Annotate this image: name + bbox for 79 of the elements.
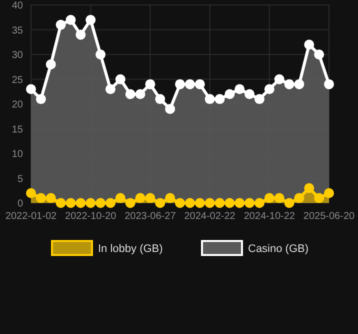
x-tick-label: 2024-10-22 (244, 211, 296, 222)
x-tick-label: 2024-02-22 (184, 211, 236, 222)
point (46, 193, 56, 204)
point (304, 40, 314, 50)
point (96, 50, 106, 60)
point (234, 84, 245, 94)
legend-label: In lobby (GB) (98, 242, 163, 255)
point (165, 193, 176, 204)
point (125, 89, 136, 100)
point (86, 14, 96, 25)
point (204, 198, 215, 208)
x-tick-label: 2022-10-20 (65, 211, 117, 222)
point (125, 198, 136, 208)
point (214, 94, 225, 104)
point (204, 94, 215, 104)
point (115, 193, 126, 204)
x-tick-label: 2022-01-02 (5, 211, 58, 222)
y-tick-label: 40 (12, 0, 24, 12)
point (264, 84, 274, 94)
point (175, 198, 185, 208)
point (324, 79, 334, 90)
point (66, 14, 76, 25)
point (26, 188, 36, 198)
y-tick-label: 5 (17, 174, 24, 185)
point (165, 104, 176, 114)
point (304, 183, 314, 194)
point (105, 198, 116, 208)
point (36, 193, 46, 204)
point (145, 193, 156, 204)
point (254, 198, 264, 208)
y-tick-label: 25 (12, 74, 24, 86)
point (284, 79, 294, 90)
point (244, 198, 255, 208)
point (135, 89, 146, 100)
y-tick-label: 30 (12, 50, 24, 61)
point (26, 84, 36, 94)
point (86, 198, 96, 208)
point (155, 94, 166, 104)
point (314, 50, 324, 60)
point (76, 30, 86, 40)
point (96, 198, 106, 208)
point (274, 193, 284, 204)
point (184, 198, 195, 208)
point (224, 198, 235, 208)
point (66, 198, 76, 208)
point (175, 79, 185, 90)
point (56, 198, 66, 208)
point (105, 84, 116, 94)
point (254, 94, 264, 104)
y-tick-label: 15 (12, 124, 24, 136)
point (135, 193, 146, 204)
y-tick-label: 20 (12, 100, 24, 110)
x-tick-label: 2023-06-27 (124, 211, 176, 222)
point (264, 193, 274, 204)
point (214, 198, 225, 208)
point (36, 94, 46, 104)
y-tick-label: 10 (12, 149, 24, 160)
point (46, 59, 56, 70)
point (194, 79, 205, 90)
point (184, 79, 195, 90)
point (56, 20, 66, 30)
point (324, 188, 334, 198)
legend-label: Casino (GB) (248, 242, 309, 255)
point (234, 198, 245, 208)
point (145, 79, 156, 90)
x-tick-label: 2025-06-20 (303, 211, 356, 222)
point (224, 89, 235, 100)
point (244, 89, 255, 100)
point (294, 79, 304, 90)
point (284, 198, 294, 208)
y-tick-label: 35 (12, 25, 24, 36)
point (294, 193, 304, 204)
y-tick-label: 0 (17, 198, 24, 210)
point (194, 198, 205, 208)
point (155, 198, 166, 208)
point (76, 198, 86, 208)
point (274, 74, 284, 84)
point (115, 74, 126, 84)
point (314, 193, 324, 204)
